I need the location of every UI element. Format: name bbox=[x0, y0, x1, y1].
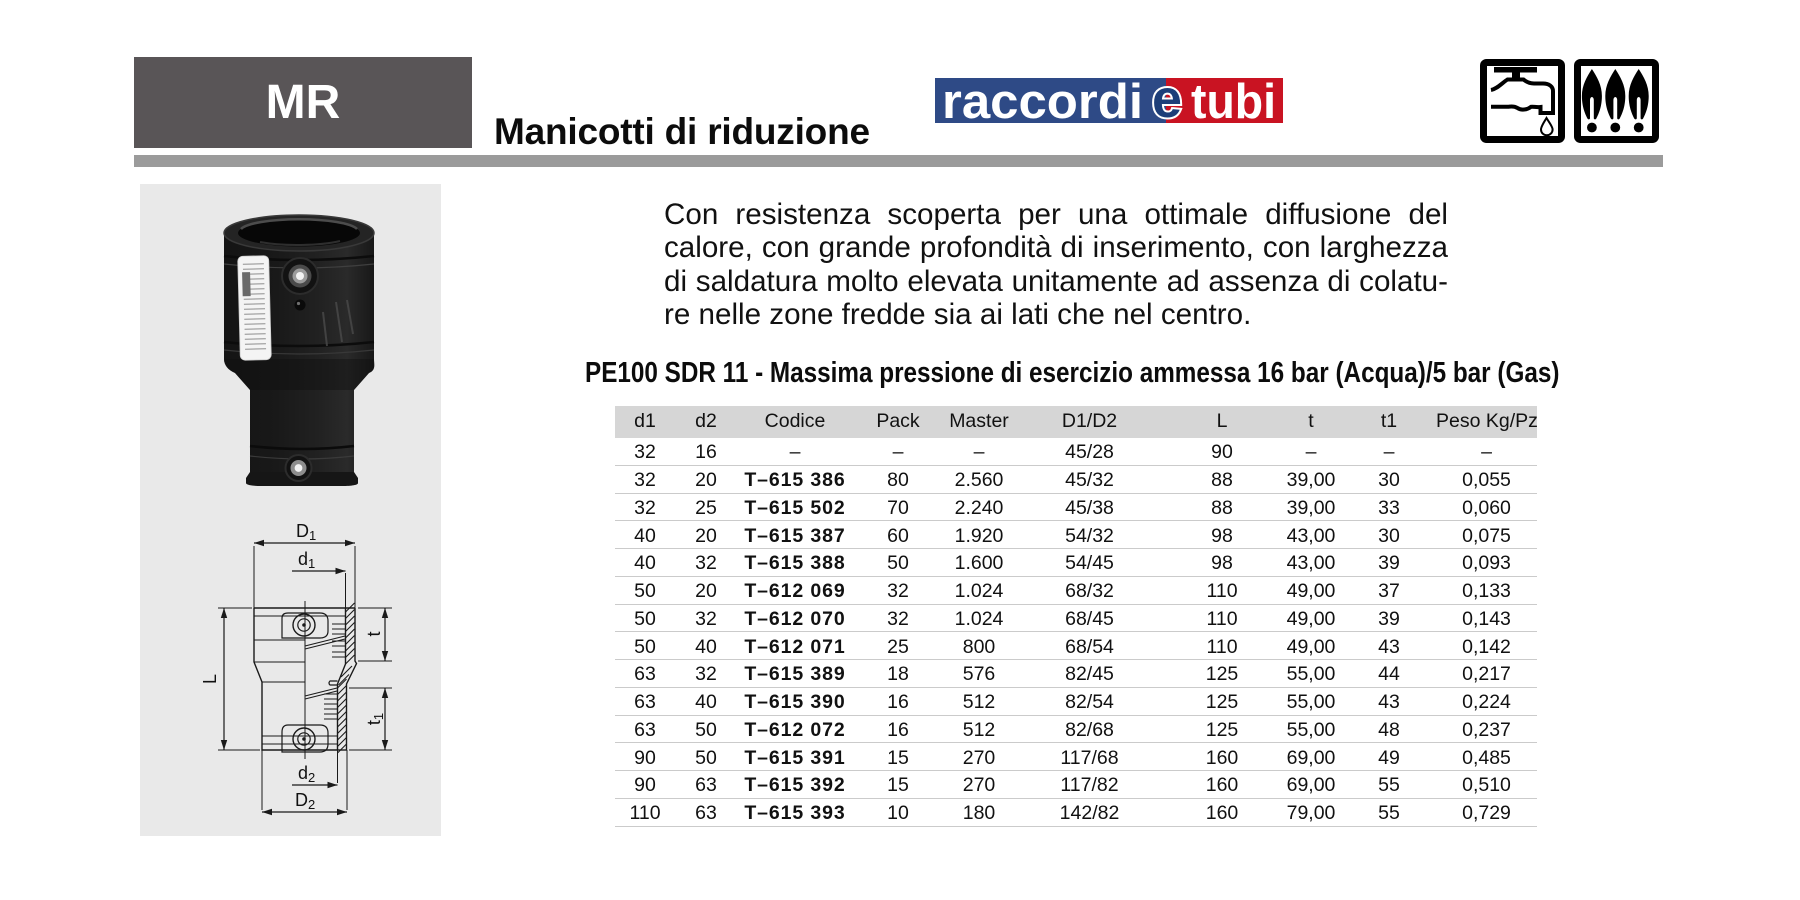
svg-text:raccordi: raccordi bbox=[942, 78, 1143, 124]
svg-text:L: L bbox=[200, 674, 220, 684]
svg-text:d1: d1 bbox=[298, 549, 315, 571]
svg-text:t1: t1 bbox=[364, 713, 386, 725]
svg-text:D1: D1 bbox=[296, 521, 316, 543]
svg-text:t: t bbox=[364, 631, 384, 636]
svg-text:d2: d2 bbox=[298, 763, 315, 785]
svg-text:e: e bbox=[1152, 78, 1182, 124]
svg-text:D2: D2 bbox=[295, 790, 315, 812]
svg-text:tubi: tubi bbox=[1191, 78, 1276, 124]
